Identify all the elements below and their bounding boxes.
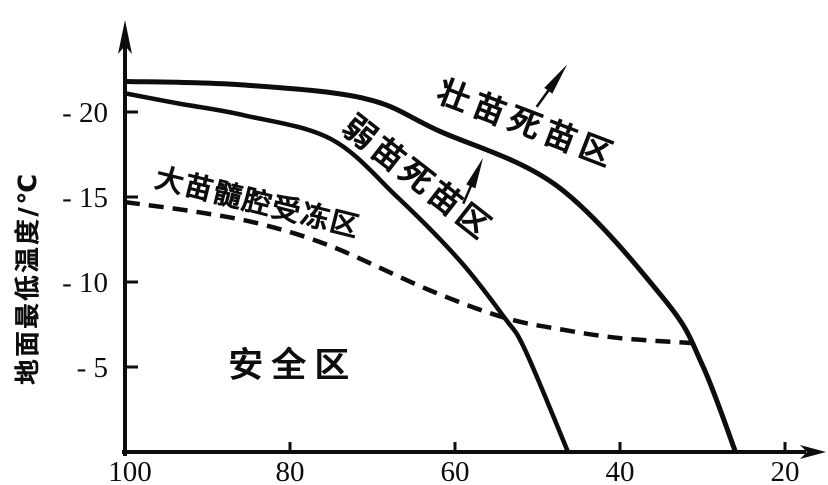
x-tick-label-80: 80 (276, 456, 305, 485)
curve-weak_seedling_death_boundary (124, 91, 571, 453)
up-right-arrow-strong-zone-head (544, 64, 568, 94)
y-axis-title: 地面最低温度/℃ (13, 171, 42, 385)
zone-label-safe-area: 安全区 (228, 345, 358, 386)
x-tick-label-20: 20 (771, 456, 800, 485)
y-tick-label--5: - 5 (77, 352, 108, 384)
y-tick-label--20: - 20 (62, 97, 108, 129)
up-right-arrow-weak-zone-head (466, 157, 484, 189)
x-axis-arrowhead (800, 445, 826, 459)
curve-strong_seedling_death_boundary (124, 78, 738, 453)
y-axis-arrowhead (118, 20, 132, 54)
curve-big_seedling_pith_frost_boundary (124, 199, 695, 346)
x-tick-label-100: 100 (108, 456, 152, 485)
y-tick-label--10: - 10 (62, 267, 108, 299)
x-tick-label-40: 40 (606, 456, 635, 485)
y-tick-label--15: - 15 (62, 182, 108, 214)
x-tick-label-60: 60 (441, 456, 470, 485)
